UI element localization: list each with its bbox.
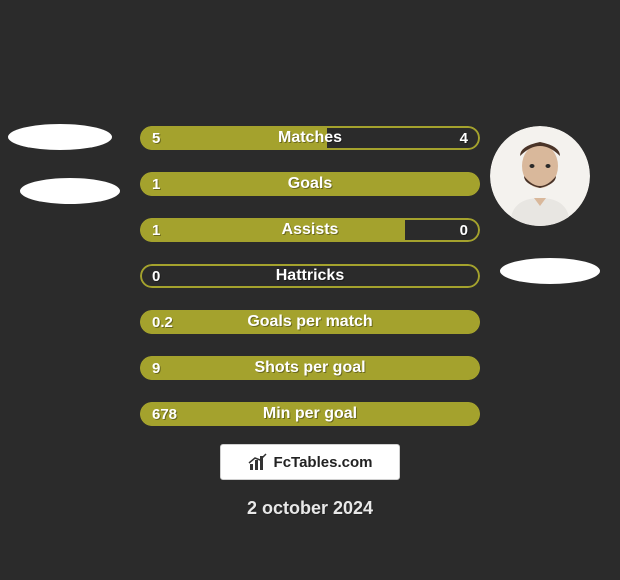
stat-label: Matches <box>140 126 480 150</box>
stat-label: Hattricks <box>140 264 480 288</box>
stat-row: 1Assists0 <box>140 218 480 242</box>
stat-row: 678Min per goal <box>140 402 480 426</box>
stat-row: 9Shots per goal <box>140 356 480 380</box>
stat-row: 5Matches4 <box>140 126 480 150</box>
stats-bars: 5Matches41Goals1Assists00Hattricks0.2Goa… <box>140 126 480 448</box>
stat-label: Goals per match <box>140 310 480 334</box>
stat-label: Shots per goal <box>140 356 480 380</box>
left-player-badge-1 <box>8 124 112 150</box>
logo-text: FcTables.com <box>274 454 373 471</box>
stat-right-value: 4 <box>460 126 468 150</box>
stat-row: 1Goals <box>140 172 480 196</box>
stat-row: 0.2Goals per match <box>140 310 480 334</box>
date-text: 2 october 2024 <box>0 498 620 519</box>
avatar-icon <box>490 126 590 226</box>
left-player-badge-2 <box>20 178 120 204</box>
stat-label: Goals <box>140 172 480 196</box>
logo-box: FcTables.com <box>220 444 400 480</box>
stat-label: Assists <box>140 218 480 242</box>
right-player-avatar <box>490 126 590 226</box>
stat-label: Min per goal <box>140 402 480 426</box>
stat-right-value: 0 <box>460 218 468 242</box>
comparison-card: Ivan Dolcek vs ÄŒabraja Club competition… <box>0 0 620 580</box>
stat-row: 0Hattricks <box>140 264 480 288</box>
logo-chart-icon <box>248 452 268 472</box>
right-player-badge-1 <box>500 258 600 284</box>
